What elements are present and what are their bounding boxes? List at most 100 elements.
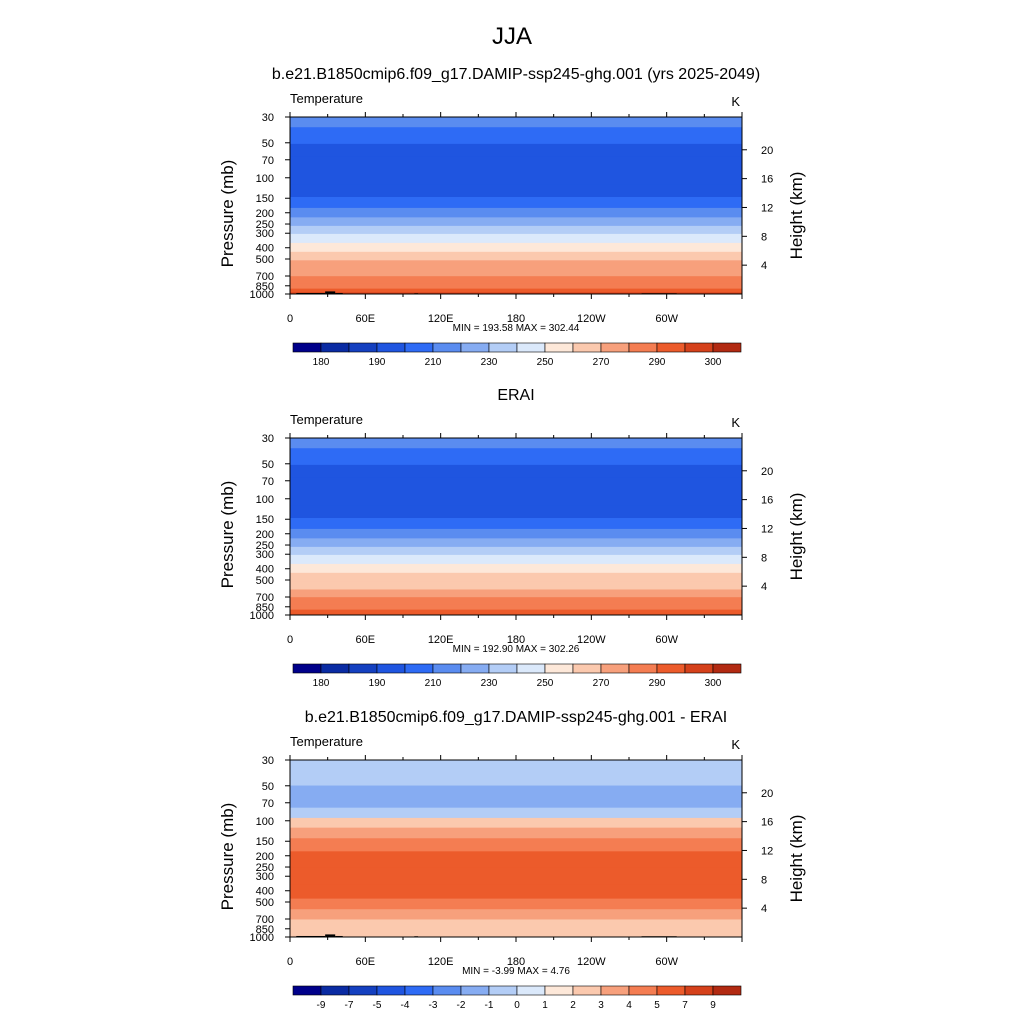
y-right-tick-label: 20 bbox=[761, 788, 773, 800]
contour-band bbox=[290, 528, 742, 539]
colorbar-label: -9 bbox=[317, 1000, 326, 1011]
colorbar-swatch bbox=[572, 663, 602, 674]
colorbar-label: 210 bbox=[425, 678, 442, 689]
colorbar-swatch bbox=[348, 342, 378, 353]
x-tick-label: 120W bbox=[577, 634, 606, 646]
topography-mask bbox=[335, 935, 343, 937]
contour-band bbox=[290, 538, 742, 548]
y-tick-label: 200 bbox=[256, 208, 274, 220]
colorbar-label: 250 bbox=[537, 678, 554, 689]
contour-band bbox=[290, 796, 742, 809]
x-tick-label: 180 bbox=[507, 313, 525, 325]
y-right-tick-label: 4 bbox=[761, 903, 767, 915]
x-tick-label: 180 bbox=[507, 956, 525, 968]
colorbar-swatch bbox=[376, 342, 406, 353]
colorbar-label: 4 bbox=[626, 1000, 632, 1011]
colorbar-swatch bbox=[684, 985, 714, 996]
colorbar-label: 190 bbox=[369, 678, 386, 689]
y-tick-label: 850 bbox=[256, 602, 274, 614]
y-right-tick-label: 4 bbox=[761, 260, 767, 272]
y-tick-label: 30 bbox=[262, 433, 274, 445]
colorbar-swatch bbox=[600, 342, 630, 353]
y-tick-label: 700 bbox=[256, 592, 274, 604]
colorbar-label: 7 bbox=[682, 1000, 688, 1011]
colorbar-swatch bbox=[292, 663, 322, 674]
x-tick-label: 0 bbox=[287, 634, 293, 646]
colorbar-swatch bbox=[684, 342, 714, 353]
colorbar-swatch bbox=[572, 985, 602, 996]
x-tick-label: 120E bbox=[428, 956, 454, 968]
y-right-tick-label: 12 bbox=[761, 202, 773, 214]
x-tick-label: 120W bbox=[577, 956, 606, 968]
colorbar: 180 190 210 230 250 270 290 300 bbox=[292, 342, 742, 368]
colorbar-label: 5 bbox=[654, 1000, 660, 1011]
y-tick-label: 50 bbox=[262, 459, 274, 471]
y-tick-label: 300 bbox=[256, 549, 274, 561]
colorbar-swatch bbox=[376, 663, 406, 674]
contour-band bbox=[290, 604, 742, 611]
y-tick-label: 500 bbox=[256, 897, 274, 909]
contour-band bbox=[290, 827, 742, 839]
colorbar-label: 210 bbox=[425, 357, 442, 368]
contour-band bbox=[290, 260, 742, 269]
colorbar-label: 0 bbox=[514, 1000, 520, 1011]
y-tick-label: 50 bbox=[262, 781, 274, 793]
contour-band bbox=[290, 170, 742, 185]
colorbar-swatch bbox=[628, 663, 658, 674]
colorbar-swatch bbox=[460, 342, 490, 353]
colorbar-label: -1 bbox=[485, 1000, 494, 1011]
contour-band bbox=[290, 838, 742, 852]
y-tick-label: 1000 bbox=[250, 289, 274, 301]
contour-bands bbox=[290, 760, 742, 938]
x-tick-label: 60W bbox=[655, 634, 678, 646]
y-tick-label: 250 bbox=[256, 540, 274, 552]
colorbar-swatch bbox=[348, 985, 378, 996]
contour-band bbox=[290, 251, 742, 261]
contour-band bbox=[290, 919, 742, 929]
colorbar-label: -7 bbox=[345, 1000, 354, 1011]
topography-mask bbox=[325, 291, 336, 294]
y-tick-label: 1000 bbox=[250, 932, 274, 944]
y-tick-label: 400 bbox=[256, 564, 274, 576]
contour-band bbox=[290, 807, 742, 819]
colorbar-label: 180 bbox=[313, 357, 330, 368]
x-tick-label: 120E bbox=[428, 313, 454, 325]
colorbar-label: 2 bbox=[570, 1000, 576, 1011]
colorbar-swatch bbox=[684, 663, 714, 674]
contour-band bbox=[290, 884, 742, 900]
colorbar-swatch bbox=[320, 985, 350, 996]
contour-band bbox=[290, 217, 742, 227]
y-tick-label: 30 bbox=[262, 112, 274, 124]
colorbar-swatch bbox=[320, 342, 350, 353]
y-tick-label: 100 bbox=[256, 173, 274, 185]
colorbar-swatch bbox=[628, 985, 658, 996]
y-tick-label: 700 bbox=[256, 914, 274, 926]
topography-mask bbox=[296, 935, 326, 937]
y-right-tick-label: 20 bbox=[761, 145, 773, 157]
y-tick-label: 400 bbox=[256, 243, 274, 255]
contour-band bbox=[290, 597, 742, 605]
colorbar-swatch bbox=[656, 985, 686, 996]
panel-title: ERAI bbox=[497, 387, 534, 404]
y-axis-label: Pressure (mb) bbox=[218, 803, 237, 911]
colorbar-swatch bbox=[712, 985, 742, 996]
y-tick-label: 850 bbox=[256, 924, 274, 936]
colorbar-label: 250 bbox=[537, 357, 554, 368]
y-right-tick-label: 16 bbox=[761, 174, 773, 186]
contour-band bbox=[290, 233, 742, 244]
y-right-tick-label: 12 bbox=[761, 845, 773, 857]
contour-band bbox=[290, 928, 742, 935]
colorbar-swatch bbox=[432, 342, 462, 353]
y-tick-label: 100 bbox=[256, 816, 274, 828]
contour-band bbox=[290, 225, 742, 235]
colorbar-swatch bbox=[544, 985, 574, 996]
stats-label: MIN = -3.99 MAX = 4.76 bbox=[462, 966, 570, 977]
y-tick-label: 70 bbox=[262, 155, 274, 167]
variable-label: Temperature bbox=[290, 412, 363, 427]
contour-band bbox=[290, 117, 742, 128]
contour-band bbox=[290, 589, 742, 598]
contour-band bbox=[290, 448, 742, 466]
y-tick-label: 200 bbox=[256, 529, 274, 541]
colorbar-label: 300 bbox=[705, 678, 722, 689]
